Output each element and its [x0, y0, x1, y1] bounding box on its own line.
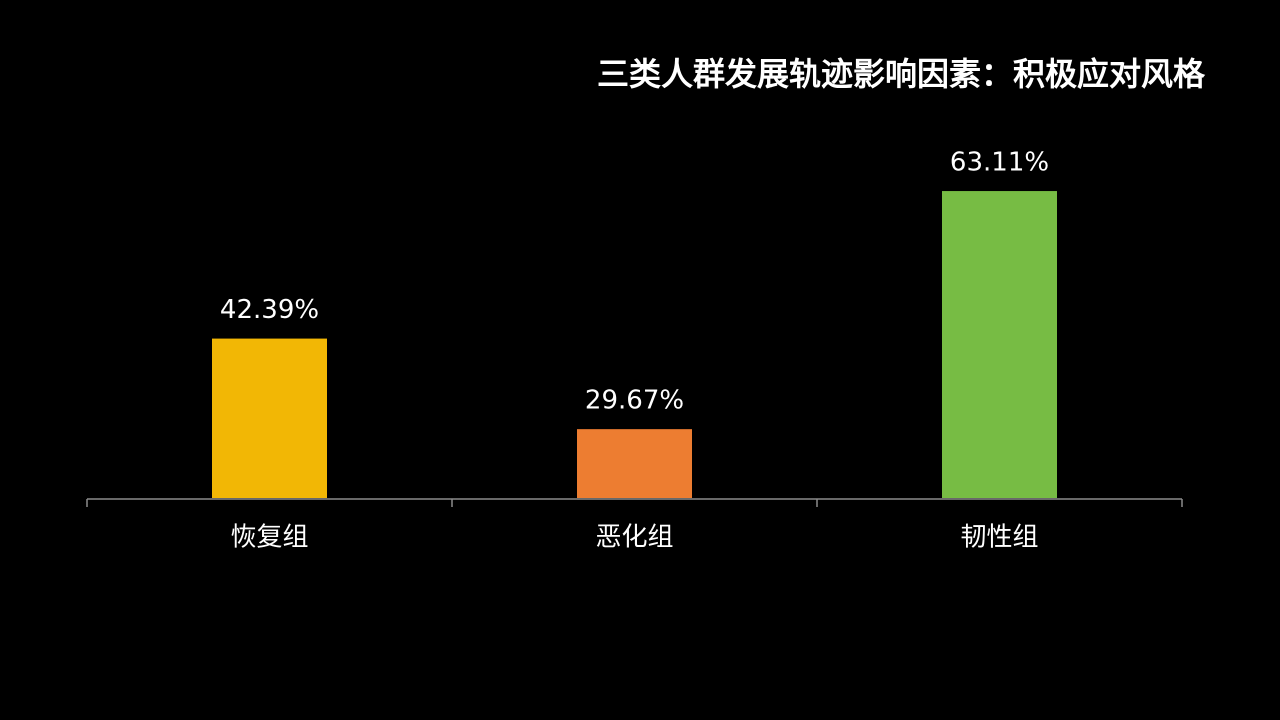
bar — [212, 338, 327, 498]
x-tick-label: 韧性组 — [960, 523, 1038, 553]
x-tick-label: 恶化组 — [595, 523, 673, 553]
data-label: 42.39% — [220, 295, 319, 325]
bar — [942, 191, 1057, 498]
bar — [577, 429, 692, 498]
x-tick-label: 恢复组 — [230, 523, 308, 553]
data-label: 29.67% — [585, 386, 684, 416]
data-label: 63.11% — [950, 148, 1049, 178]
chart-title: 三类人群发展轨迹影响因素：积极应对风格 — [597, 55, 1206, 93]
